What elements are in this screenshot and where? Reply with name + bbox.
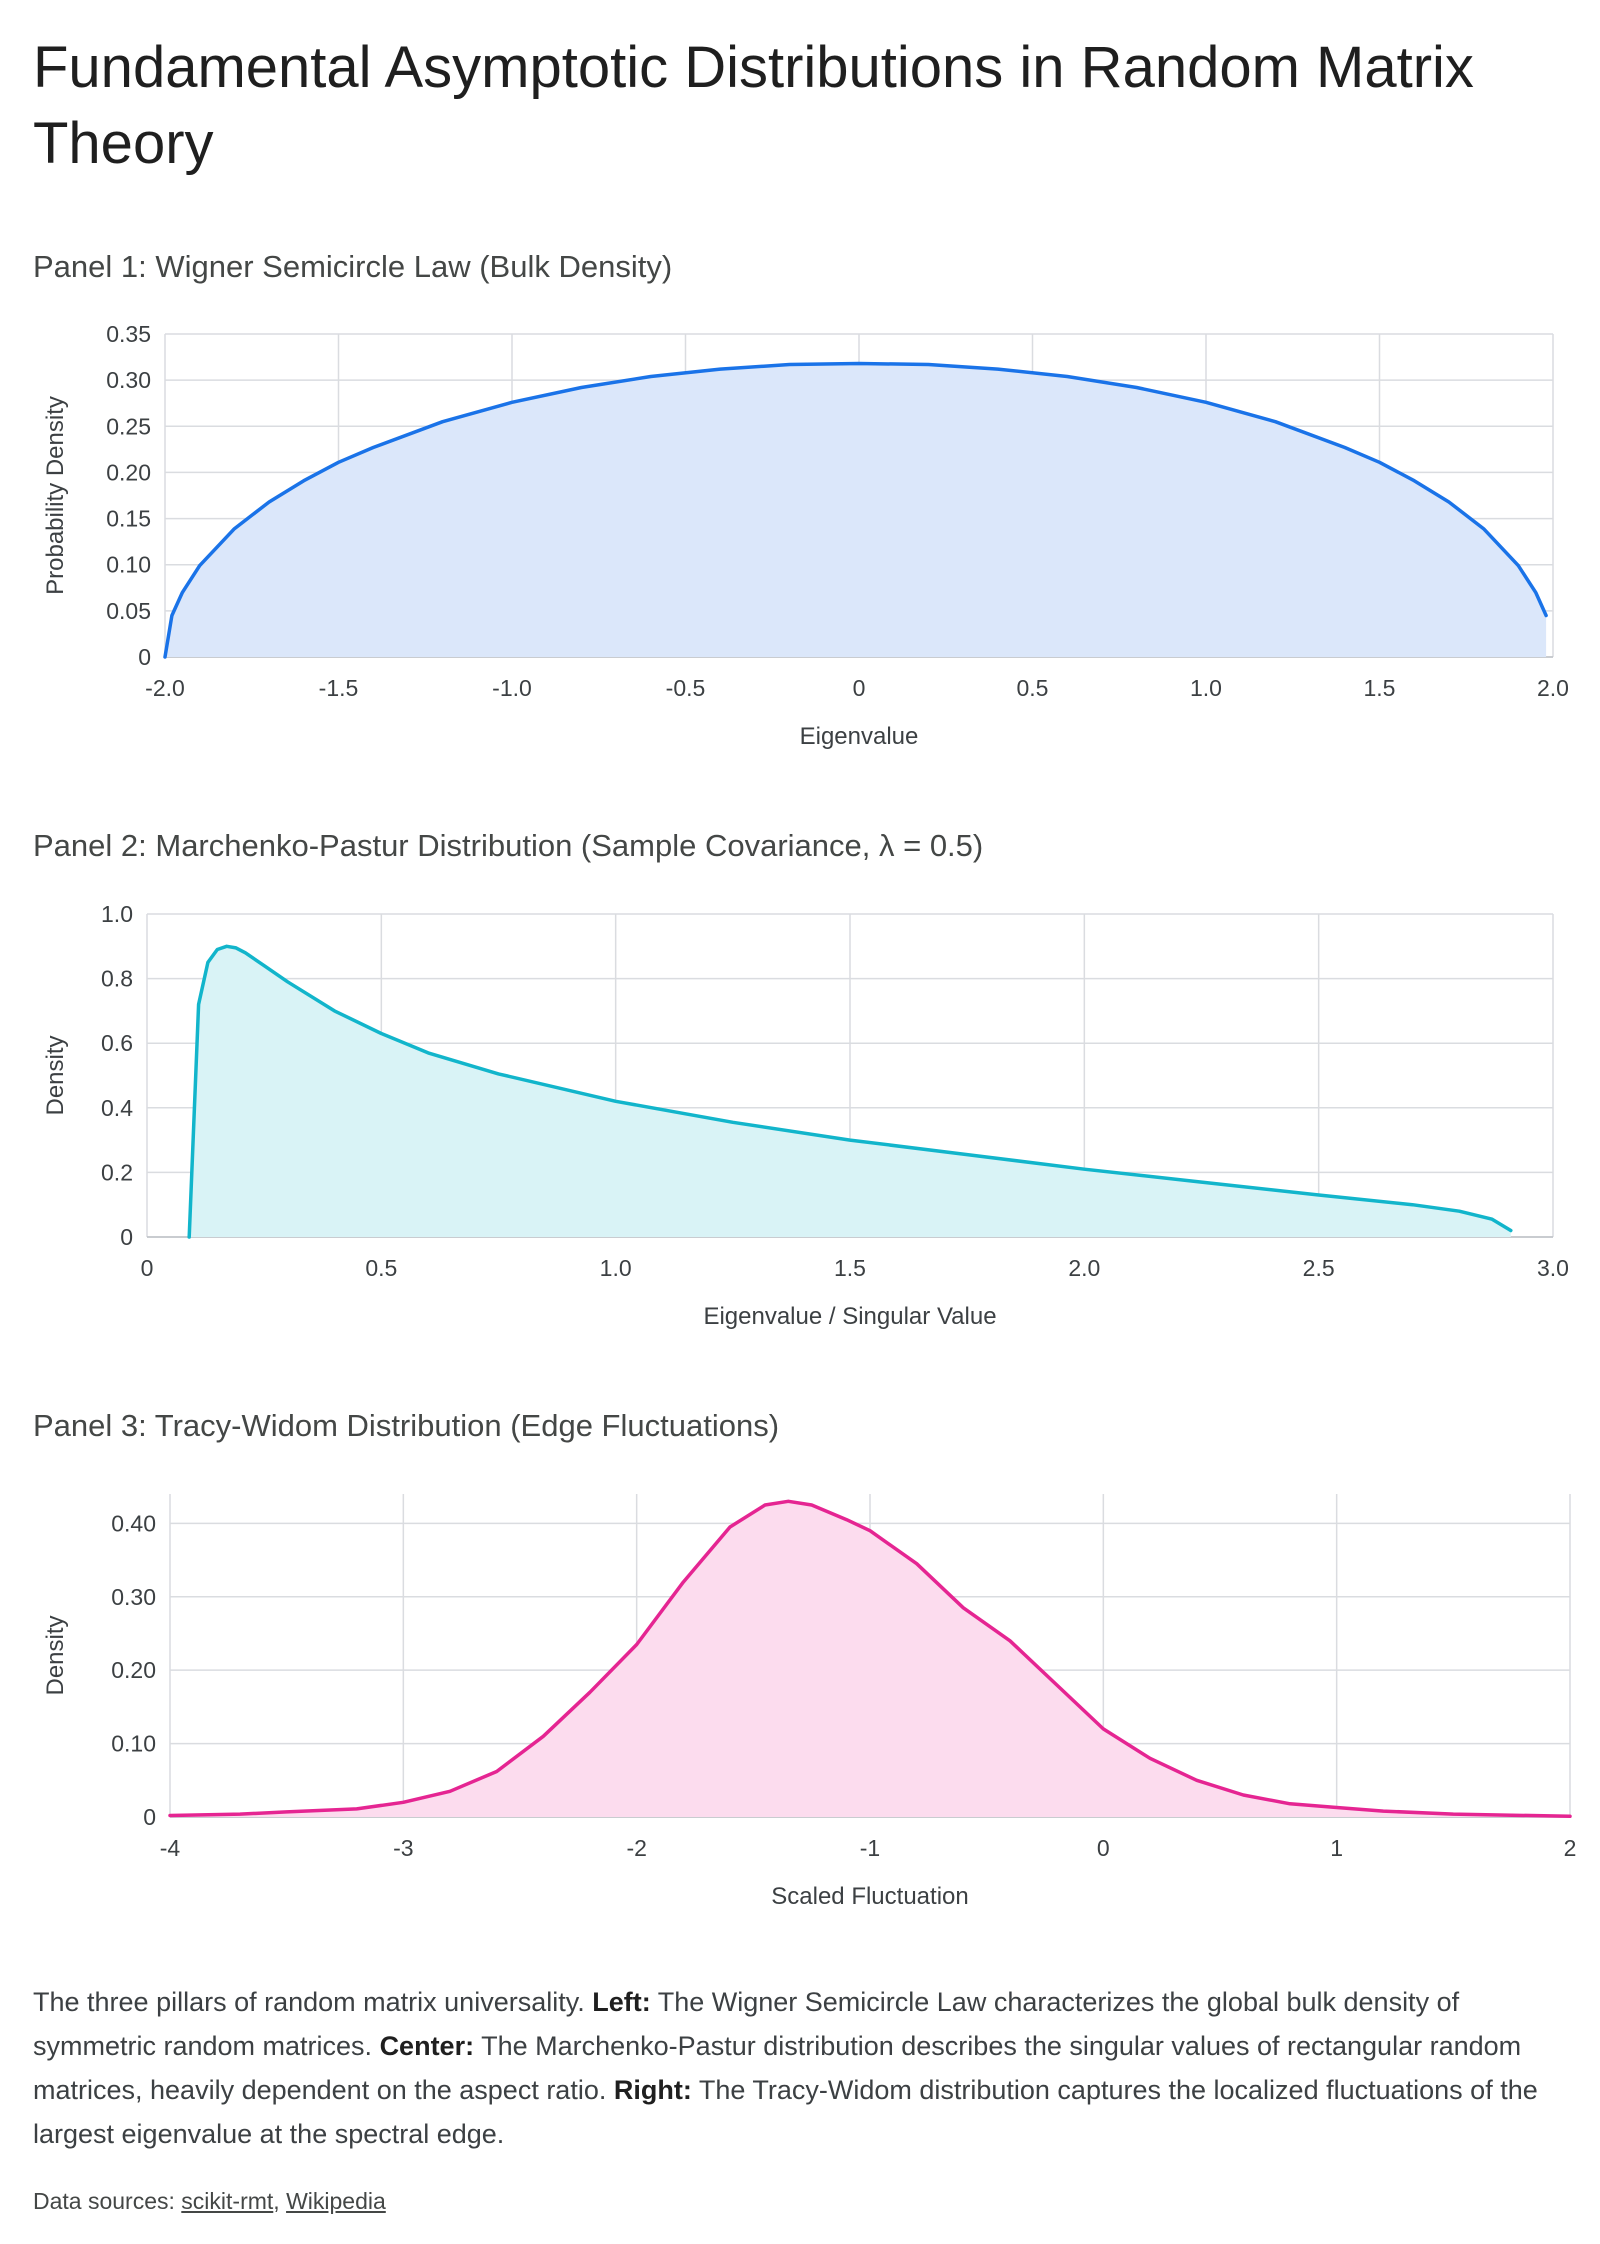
chart2-x-tick-label: 1.5 — [834, 1255, 866, 1281]
chart3-x-tick-label: -1 — [860, 1835, 880, 1861]
chart1-density-curve — [163, 361, 1548, 659]
chart3-y-tick-label: 0.20 — [111, 1657, 156, 1683]
chart3-x-tick-label: -2 — [626, 1835, 646, 1861]
wigner-semicircle-chart: -2.0 -1.5 -1.0 -0.5 0 0.5 1.0 1.5 2.0 0 0.05 0.10 0.… — [42, 321, 1569, 750]
chart3-density-curve — [168, 1499, 1572, 1819]
caption-center-label: Center: — [379, 2031, 475, 2061]
chart2-y-tick-label: 0.6 — [101, 1030, 133, 1056]
chart2-x-tick-label: 3.0 — [1537, 1255, 1569, 1281]
chart2-y-tick-label: 1.0 — [101, 901, 133, 927]
chart3-x-tick-label: 1 — [1330, 1835, 1343, 1861]
chart3-y-tick-label: 0.30 — [111, 1584, 156, 1610]
panel-1-title: Panel 1: Wigner Semicircle Law (Bulk Den… — [33, 249, 673, 284]
chart3-x-tick-label: -4 — [160, 1835, 181, 1861]
caption-left-text: The Wigner Semicircle Law characterizes … — [33, 1987, 1460, 2061]
chart1-x-tick-label: 0 — [853, 675, 866, 701]
chart2-x-tick-label: 2.0 — [1068, 1255, 1100, 1281]
chart2-y-tick-label: 0.4 — [101, 1095, 133, 1121]
chart3-y-axis-label: Density — [42, 1615, 69, 1695]
chart1-x-tick-label: 1.0 — [1190, 675, 1222, 701]
caption-right-text: The Tracy-Widom distribution captures th… — [33, 2075, 1538, 2149]
figure-caption: The three pillars of random matrix unive… — [33, 1980, 1573, 2156]
chart3-x-axis-label: Scaled Fluctuation — [771, 1883, 968, 1910]
chart3-y-tick-label: 0 — [143, 1804, 156, 1830]
caption-left-label: Left: — [592, 1987, 651, 2017]
scikit-rmt-link[interactable]: scikit-rmt — [181, 2188, 274, 2214]
chart2-x-tick-label: 2.5 — [1303, 1255, 1335, 1281]
chart2-x-axis-label: Eigenvalue / Singular Value — [703, 1303, 996, 1330]
page-title: Fundamental Asymptotic Distributions in … — [33, 35, 1474, 176]
chart3-area-fill — [170, 1501, 1570, 1817]
caption-right-label: Right: — [613, 2075, 692, 2105]
chart2-y-tick-label: 0.8 — [101, 966, 133, 992]
chart2-density-curve — [187, 944, 1513, 1239]
chart3-y-tick-label: 0.40 — [111, 1510, 156, 1536]
chart1-x-tick-label: 1.5 — [1364, 675, 1396, 701]
tracy-widom-chart: -4 -3 -2 -1 0 1 2 0 0.10 0.20 0.30 0.40 Scaled Fluct… — [42, 1494, 1577, 1910]
chart1-y-tick-label: 0.15 — [106, 506, 151, 532]
caption-intro: The three pillars of random matrix unive… — [33, 1987, 593, 2017]
chart1-y-tick-label: 0 — [138, 644, 151, 670]
chart3-x-tick-label: 0 — [1097, 1835, 1110, 1861]
sources-separator: , — [273, 2188, 287, 2214]
data-sources: Data sources: scikit-rmt, Wikipedia — [33, 2188, 386, 2215]
panel-3-title: Panel 3: Tracy-Widom Distribution (Edge … — [33, 1408, 780, 1443]
sources-prefix: Data sources: — [33, 2188, 182, 2214]
chart1-y-tick-label: 0.30 — [106, 367, 151, 393]
wikipedia-link[interactable]: Wikipedia — [286, 2188, 386, 2214]
chart1-y-tick-label: 0.05 — [106, 598, 151, 624]
chart1-y-tick-label: 0.25 — [106, 413, 151, 439]
chart3-x-tick-label: 2 — [1564, 1835, 1577, 1861]
chart1-x-axis-label: Eigenvalue — [800, 723, 919, 750]
chart1-x-tick-label: -0.5 — [666, 675, 706, 701]
chart2-x-tick-label: 0 — [141, 1255, 154, 1281]
chart1-y-tick-label: 0.20 — [106, 459, 151, 485]
chart2-x-tick-label: 0.5 — [365, 1255, 397, 1281]
chart2-y-tick-label: 0.2 — [101, 1159, 133, 1185]
chart1-y-axis-label: Probability Density — [42, 396, 69, 595]
chart1-x-tick-label: 2.0 — [1537, 675, 1569, 701]
chart1-y-tick-label: 0.10 — [106, 552, 151, 578]
panel-2-title: Panel 2: Marchenko-Pastur Distribution (… — [33, 828, 984, 863]
chart3-y-tick-label: 0.10 — [111, 1731, 156, 1757]
chart1-area-fill — [165, 363, 1547, 657]
chart2-x-tick-label: 1.0 — [600, 1255, 632, 1281]
marchenko-pastur-chart: 0 0.5 1.0 1.5 2.0 2.5 3.0 0 0.2 0.4 0.6 0.8 1.0 Eigen… — [42, 901, 1569, 1330]
chart1-x-tick-label: -2.0 — [145, 675, 185, 701]
chart2-area-fill — [189, 946, 1511, 1237]
caption-center-text: The Marchenko-Pastur distribution descri… — [33, 2031, 1522, 2105]
chart2-y-axis-label: Density — [42, 1035, 69, 1115]
chart3-x-tick-label: -3 — [393, 1835, 413, 1861]
chart2-y-tick-label: 0 — [120, 1224, 133, 1250]
chart1-x-tick-label: 0.5 — [1017, 675, 1049, 701]
chart1-x-tick-label: -1.0 — [492, 675, 532, 701]
chart1-x-tick-label: -1.5 — [319, 675, 359, 701]
chart1-y-tick-label: 0.35 — [106, 321, 151, 347]
